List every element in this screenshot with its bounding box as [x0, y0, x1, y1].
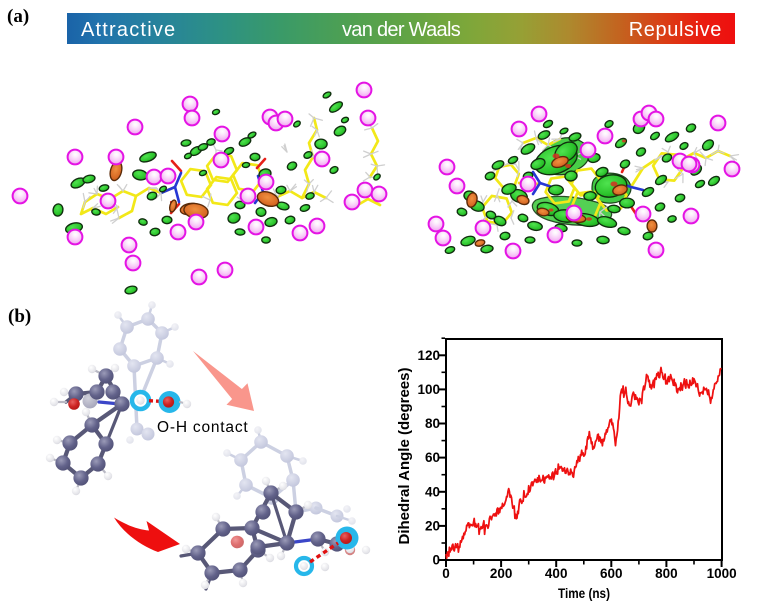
svg-text:1000: 1000 — [707, 566, 737, 581]
svg-text:800: 800 — [655, 566, 678, 581]
svg-text:400: 400 — [545, 566, 568, 581]
svg-text:200: 200 — [490, 566, 513, 581]
svg-text:20: 20 — [425, 518, 440, 533]
svg-text:80: 80 — [425, 416, 440, 431]
svg-text:40: 40 — [425, 484, 440, 499]
svg-text:Dihedral Angle (degrees): Dihedral Angle (degrees) — [396, 368, 413, 545]
svg-text:60: 60 — [425, 450, 440, 465]
svg-text:100: 100 — [417, 382, 440, 397]
svg-text:600: 600 — [600, 566, 623, 581]
svg-text:0: 0 — [432, 553, 440, 568]
svg-text:Time (ns): Time (ns) — [558, 585, 610, 601]
svg-text:0: 0 — [442, 566, 450, 581]
svg-text:120: 120 — [417, 348, 440, 363]
